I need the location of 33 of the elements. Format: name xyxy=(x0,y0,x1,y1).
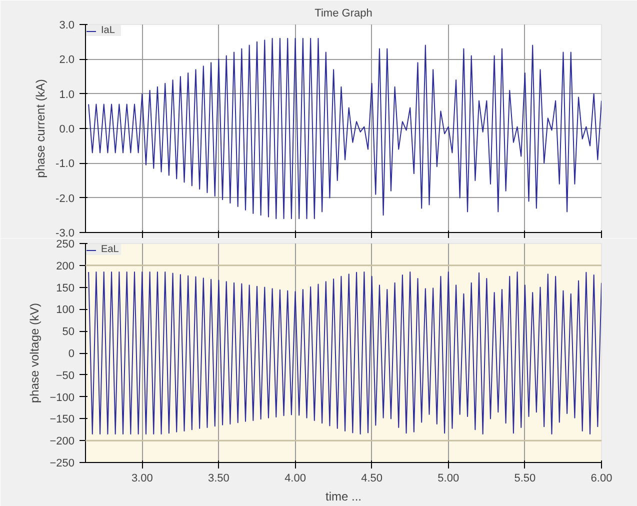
y-tick-label: 3.0 xyxy=(59,20,75,32)
x-tick-label: 4.50 xyxy=(361,472,383,484)
x-axis-title: time ... xyxy=(325,490,362,504)
y-tick-label: −50 xyxy=(56,370,75,382)
y-tick-label: -3.0 xyxy=(56,228,75,240)
x-tick-label: 4.00 xyxy=(284,472,306,484)
y-tick-label: 250 xyxy=(56,238,75,250)
x-tick-label: 5.50 xyxy=(514,472,536,484)
line-series xyxy=(88,38,602,220)
y-tick-label: 0.0 xyxy=(59,124,75,136)
y-tick-label: 2.0 xyxy=(59,54,75,66)
x-tick-label: 3.00 xyxy=(131,472,153,484)
y-tick-label: −150 xyxy=(50,414,75,426)
y-tick-label: −200 xyxy=(50,436,75,448)
y-tick-label: -2.0 xyxy=(56,192,75,205)
y-tick-label: −250 xyxy=(50,458,75,470)
y-tick-label: −100 xyxy=(50,392,75,404)
y-axis-title: phase current (kA) xyxy=(34,79,48,178)
y-tick-label: 1.0 xyxy=(59,88,75,101)
x-tick-label: 3.50 xyxy=(208,472,230,484)
y-tick-label: -1.0 xyxy=(56,158,75,170)
chart-title: Time Graph xyxy=(314,8,372,20)
y-tick-label: 150 xyxy=(56,282,75,294)
y-tick-label: 200 xyxy=(56,260,75,272)
x-tick-label: 5.00 xyxy=(438,472,460,484)
y-tick-label: 100 xyxy=(56,304,75,316)
y-tick-label: 50 xyxy=(62,326,75,338)
y-tick-label: 0 xyxy=(68,348,75,360)
x-tick-label: 6.00 xyxy=(590,472,612,484)
series-label: EaL xyxy=(101,244,120,255)
text: IaL xyxy=(101,25,116,36)
y-axis-title: phase voltage (kV) xyxy=(28,302,42,404)
line-series xyxy=(88,271,602,435)
